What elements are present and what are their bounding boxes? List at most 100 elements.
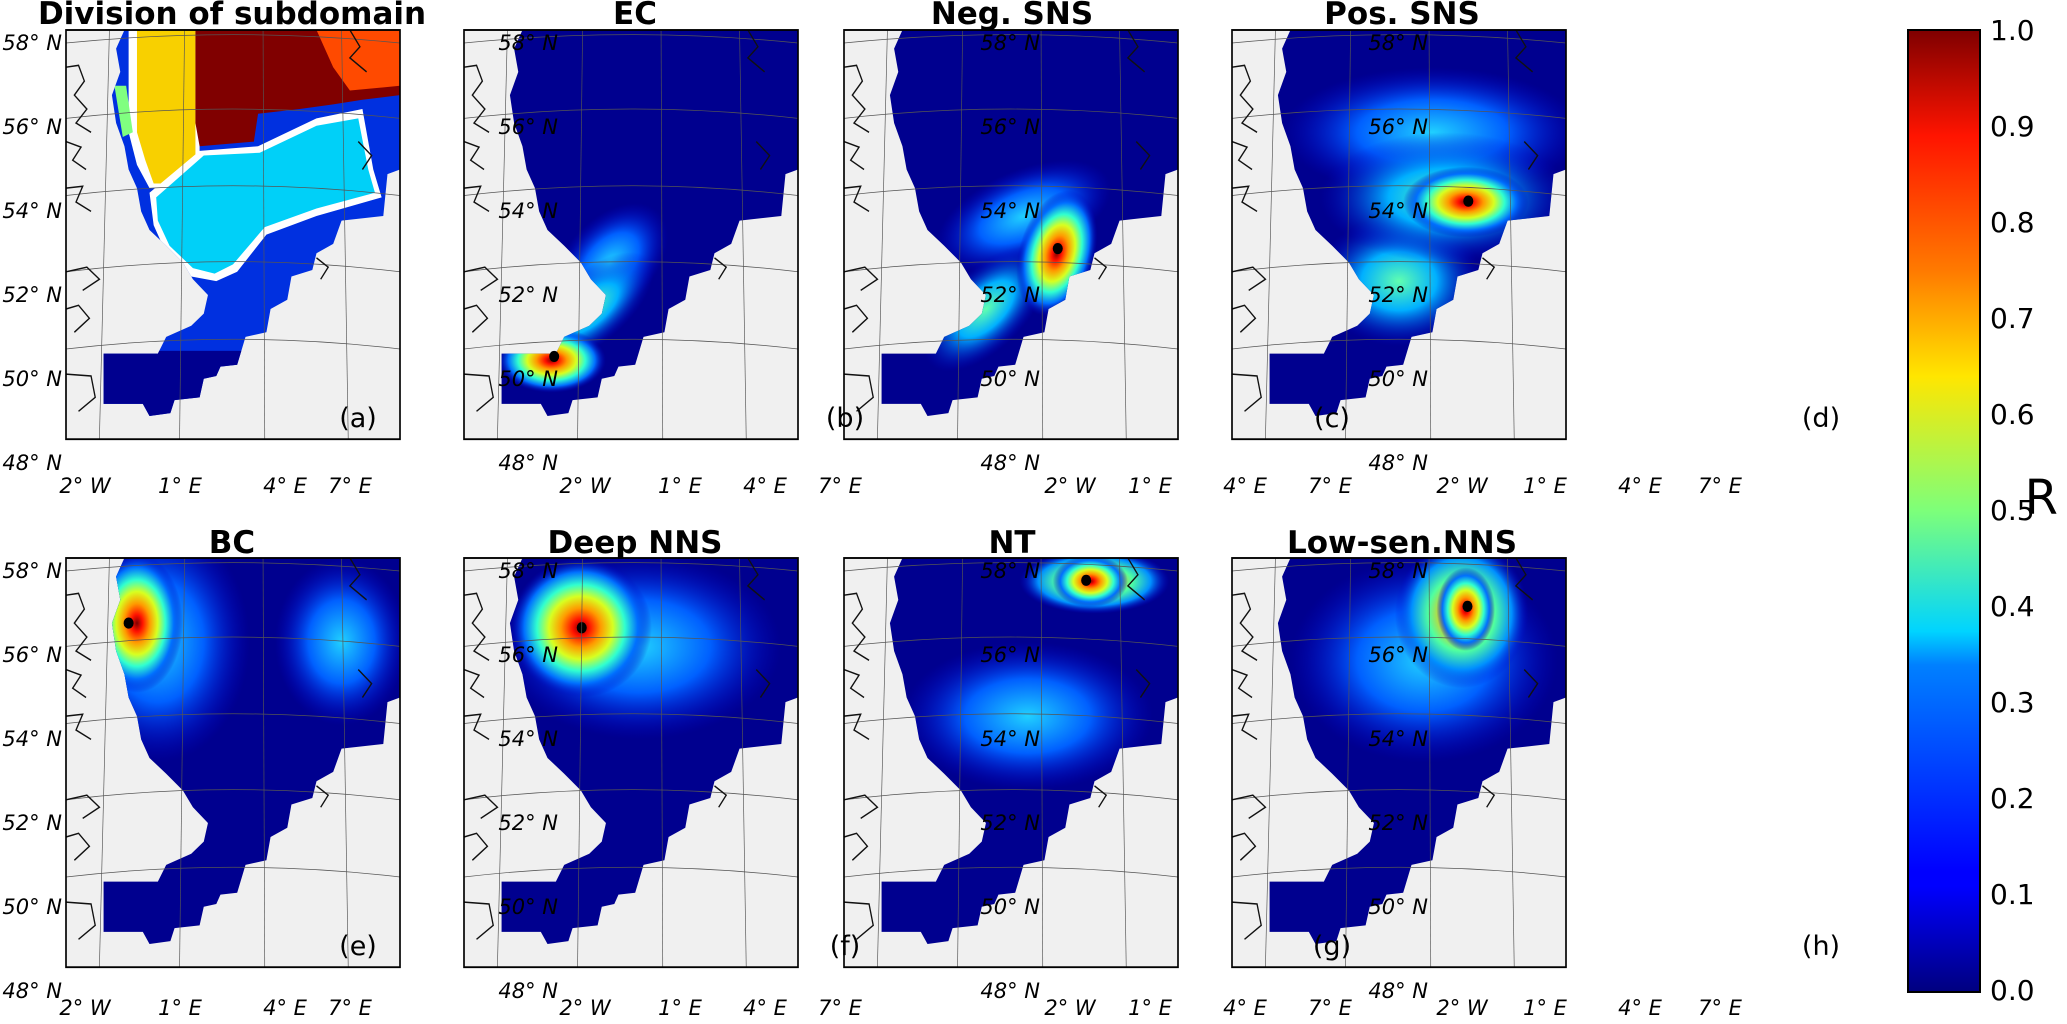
map-panel-f: [463, 557, 799, 969]
panel-label-f: (f): [830, 931, 861, 962]
lon-tick: 7° E: [1698, 996, 1743, 1020]
lon-tick: 4° E: [1223, 474, 1268, 498]
lon-tick: 4° E: [1618, 996, 1663, 1020]
lon-tick: 1° E: [1523, 474, 1568, 498]
lon-tick: 7° E: [818, 474, 863, 498]
colorbar-tick: 0.2: [1990, 782, 2035, 815]
lat-tick: 56° N: [2, 115, 62, 139]
colorbar-tick: 0.8: [1990, 206, 2035, 239]
colorbar-tick: 0.7: [1990, 302, 2035, 335]
panel-title-c: Neg. SNS: [931, 0, 1093, 32]
lat-tick: 58° N: [980, 31, 1040, 55]
lat-tick: 48° N: [980, 451, 1040, 475]
panel-title-h: Low-sen.NNS: [1287, 525, 1517, 561]
lat-tick: 52° N: [980, 811, 1040, 835]
panel-label-a: (a): [339, 403, 377, 434]
map-panel-e: [65, 557, 401, 969]
lat-tick: 52° N: [2, 811, 62, 835]
lon-tick: 7° E: [328, 996, 373, 1020]
lat-tick: 58° N: [1368, 559, 1428, 583]
panel-title-d: Pos. SNS: [1324, 0, 1480, 32]
colorbar-tick: 0.4: [1990, 590, 2035, 623]
lat-tick: 52° N: [1368, 283, 1428, 307]
lon-tick: 1° E: [658, 474, 703, 498]
lat-tick: 50° N: [2, 895, 62, 919]
panel-label-h: (h): [1802, 931, 1840, 962]
panel-label-b: (b): [826, 403, 864, 434]
lon-tick: 1° E: [658, 996, 703, 1020]
panel-title-e: BC: [209, 525, 255, 561]
lat-tick: 50° N: [498, 895, 558, 919]
lat-tick: 56° N: [498, 643, 558, 667]
colorbar-tick: 0.5: [1990, 494, 2035, 527]
lat-tick: 48° N: [2, 451, 62, 475]
lon-tick: 7° E: [1308, 996, 1353, 1020]
lat-tick: 50° N: [498, 367, 558, 391]
lat-tick: 48° N: [1368, 451, 1428, 475]
panel-label-d: (d): [1802, 403, 1840, 434]
lon-tick: 2° W: [59, 996, 112, 1020]
lon-tick: 4° E: [1618, 474, 1663, 498]
lat-tick: 58° N: [2, 559, 62, 583]
lon-tick: 1° E: [158, 474, 203, 498]
lon-tick: 1° E: [1128, 996, 1173, 1020]
lat-tick: 58° N: [1368, 31, 1428, 55]
lon-tick: 2° W: [1436, 996, 1489, 1020]
lon-tick: 7° E: [1308, 474, 1353, 498]
lon-tick: 2° W: [559, 996, 612, 1020]
lon-ticks-row2: 2° W 1° E 4° E 7° E 2° W 1° E 4° E 7° E …: [59, 996, 1742, 1020]
lat-tick: 52° N: [1368, 811, 1428, 835]
lon-tick: 2° W: [559, 474, 612, 498]
lat-tick: 50° N: [2, 367, 62, 391]
lon-tick: 2° W: [1436, 474, 1489, 498]
lat-tick: 48° N: [980, 979, 1040, 1003]
lat-tick: 58° N: [498, 31, 558, 55]
panel-label-e: (e): [339, 931, 377, 962]
lat-tick: 50° N: [1368, 367, 1428, 391]
lon-tick: 1° E: [1128, 474, 1173, 498]
lat-tick: 56° N: [498, 115, 558, 139]
colorbar-tick: 1.0: [1990, 14, 2035, 47]
map-panel-g: [843, 557, 1179, 969]
lat-tick: 56° N: [1368, 115, 1428, 139]
lat-tick: 54° N: [2, 199, 62, 223]
lat-tick: 50° N: [980, 895, 1040, 919]
lat-tick: 50° N: [980, 367, 1040, 391]
lat-tick: 50° N: [1368, 895, 1428, 919]
lat-tick: 56° N: [2, 643, 62, 667]
lat-tick: 52° N: [498, 811, 558, 835]
lat-tick: 48° N: [498, 979, 558, 1003]
lon-ticks-row1: 2° W 1° E 4° E 7° E 2° W 1° E 4° E 7° E …: [59, 474, 1742, 498]
lat-tick: 48° N: [1368, 979, 1428, 1003]
lon-tick: 7° E: [1698, 474, 1743, 498]
lon-tick: 2° W: [1044, 474, 1097, 498]
panel-title-a: Division of subdomain: [38, 0, 426, 32]
map-panel-h: [1231, 557, 1567, 969]
lat-tick: 58° N: [498, 559, 558, 583]
colorbar-label: R: [2025, 470, 2058, 526]
lon-tick: 1° E: [158, 996, 203, 1020]
colorbar-tick: 0.1: [1990, 878, 2035, 911]
lon-tick: 4° E: [1223, 996, 1268, 1020]
lat-ticks-col3: 58° N 56° N 54° N 52° N 50° N 48° N 58° …: [980, 31, 1040, 1003]
lat-tick: 54° N: [1368, 199, 1428, 223]
lat-ticks-col4: 58° N 56° N 54° N 52° N 50° N 48° N 58° …: [1368, 31, 1428, 1003]
lat-tick: 54° N: [980, 199, 1040, 223]
lon-tick: 7° E: [328, 474, 373, 498]
lat-tick: 54° N: [498, 199, 558, 223]
panel-title-g: NT: [988, 525, 1035, 561]
lat-ticks-col2: 58° N 56° N 54° N 52° N 50° N 48° N 58° …: [498, 31, 558, 1003]
colorbar-tick: 0.9: [1990, 110, 2035, 143]
lat-tick: 54° N: [2, 727, 62, 751]
lon-tick: 4° E: [743, 996, 788, 1020]
lon-tick: 4° E: [743, 474, 788, 498]
map-panel-a: [65, 29, 401, 441]
lat-tick: 56° N: [1368, 643, 1428, 667]
lat-tick: 52° N: [980, 283, 1040, 307]
lat-tick: 56° N: [980, 643, 1040, 667]
map-panel-c: [843, 29, 1179, 441]
lat-tick: 54° N: [980, 727, 1040, 751]
lat-tick: 56° N: [980, 115, 1040, 139]
lat-ticks-col1: 58° N 56° N 54° N 52° N 50° N 48° N 58° …: [2, 31, 62, 1003]
